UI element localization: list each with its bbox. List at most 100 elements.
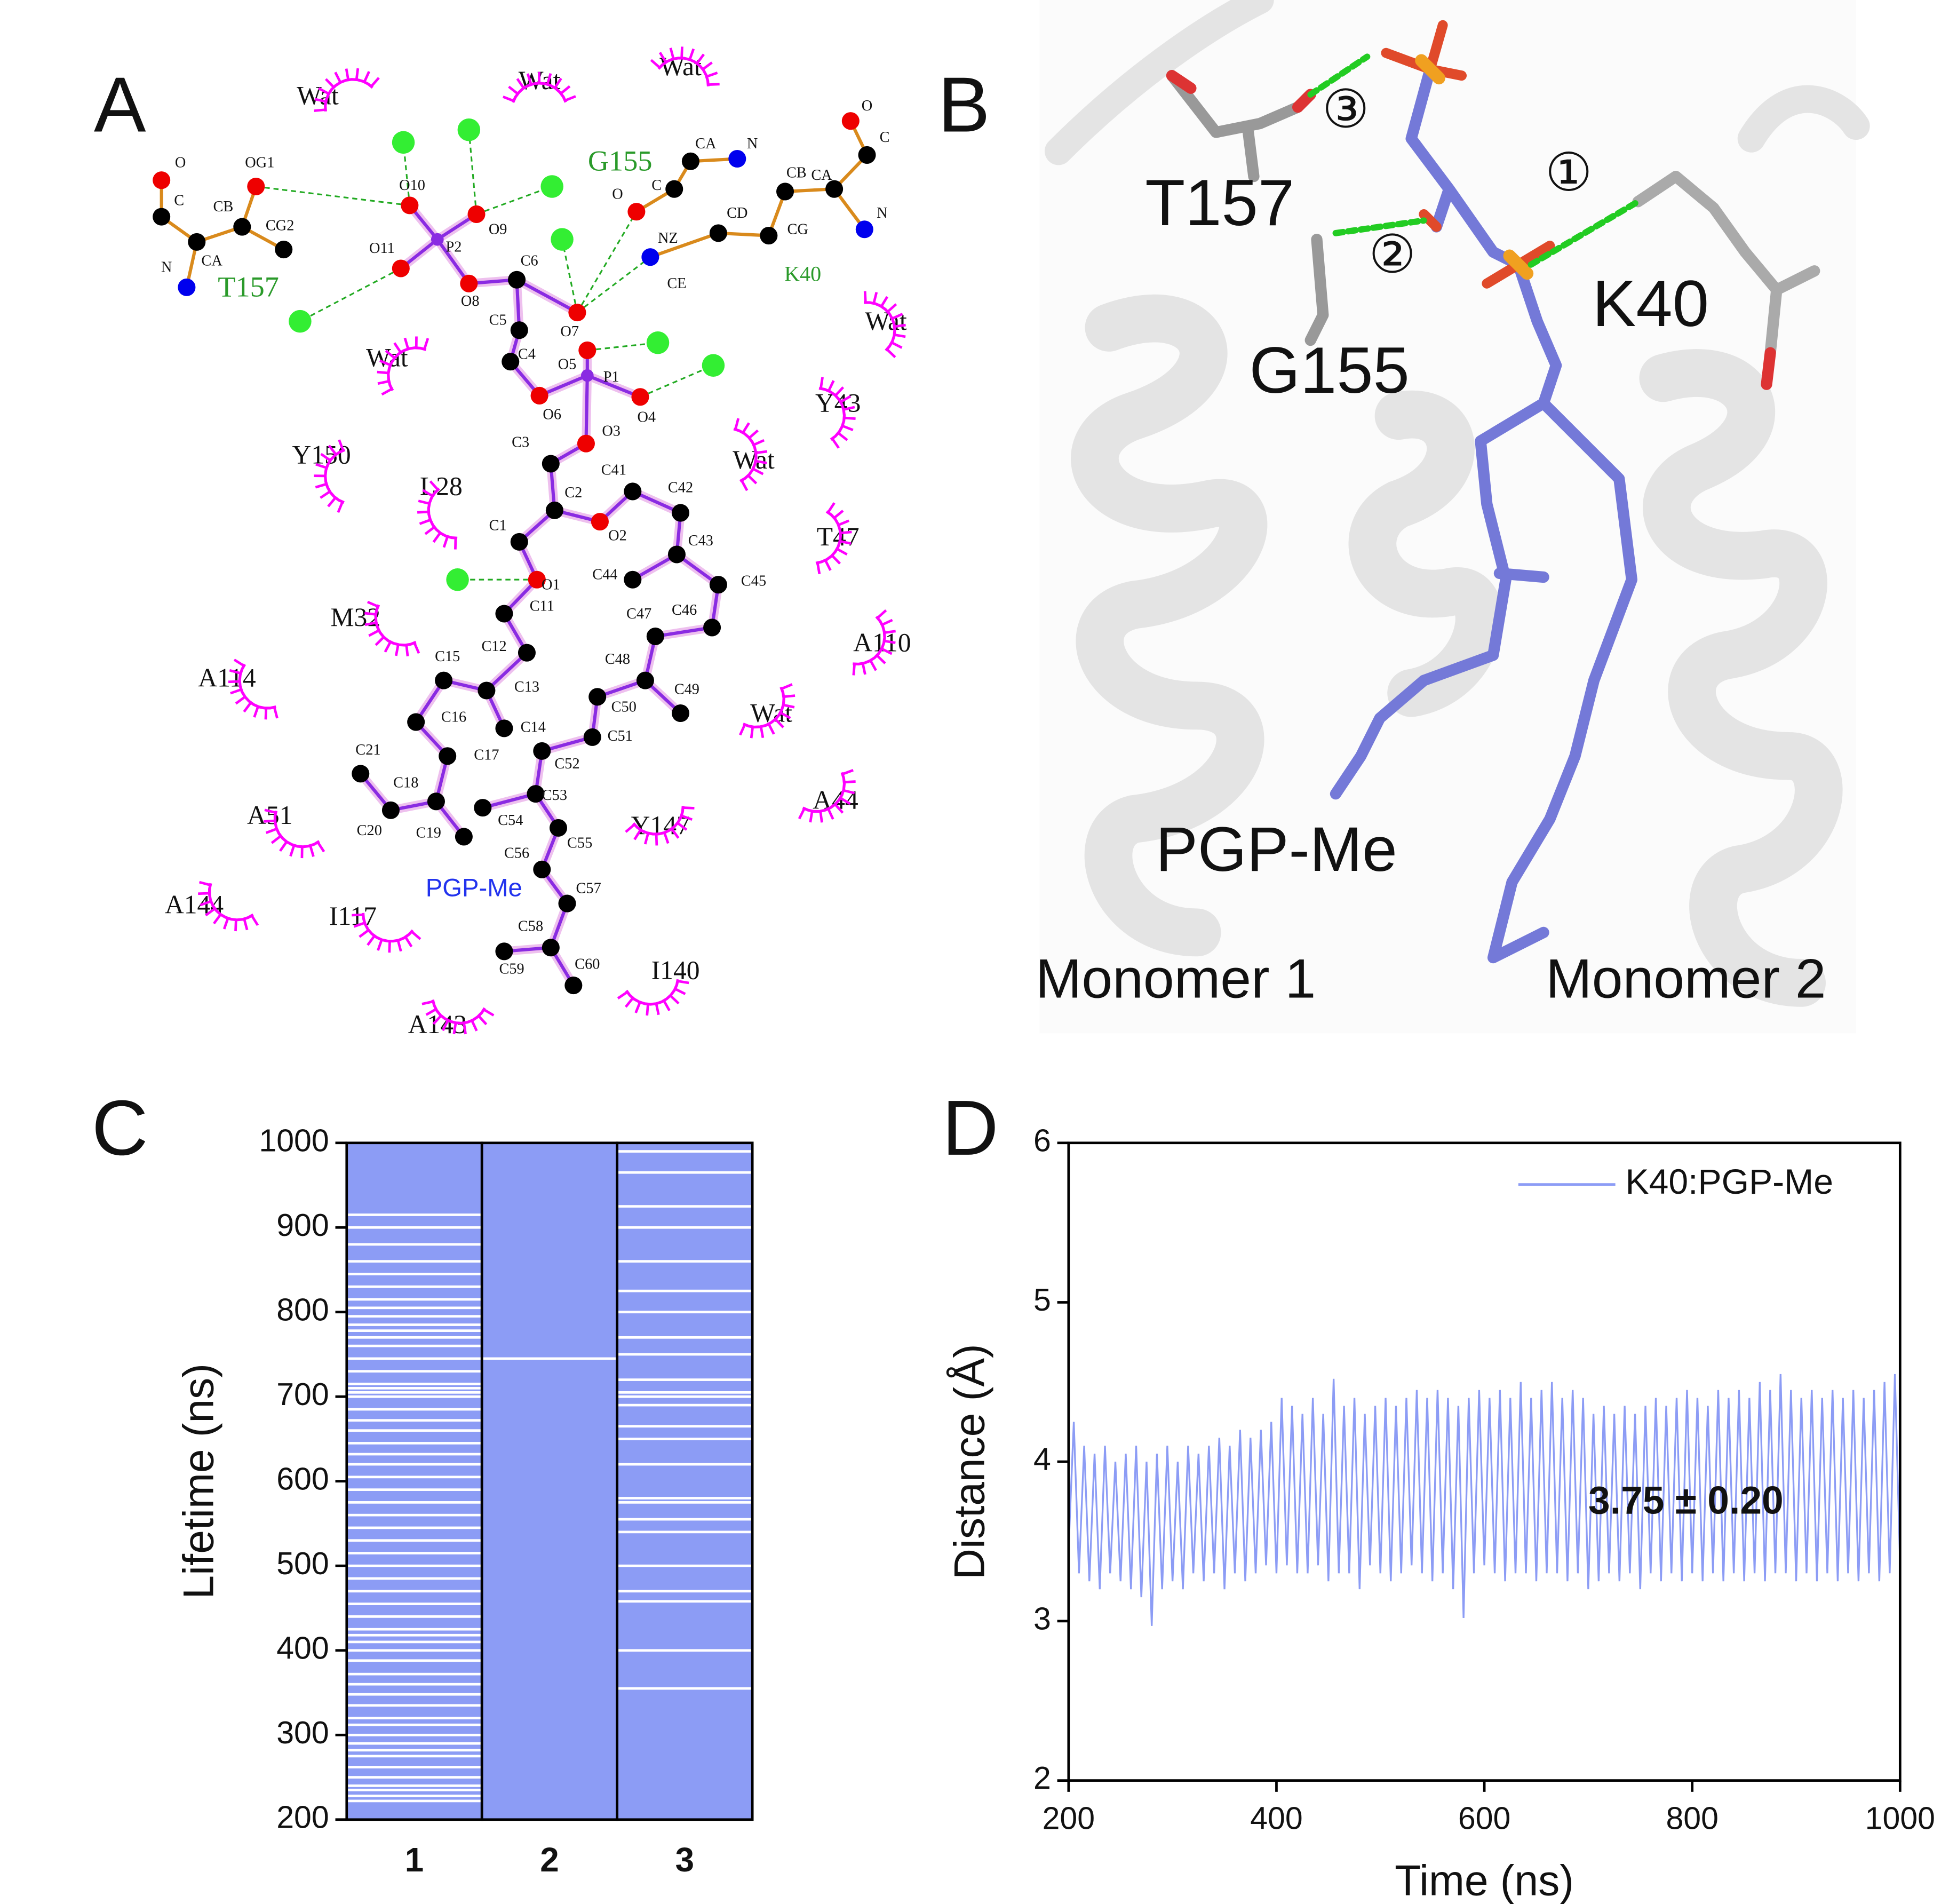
bond <box>655 625 713 638</box>
arc-spoke <box>634 1002 641 1013</box>
arc-spoke <box>643 832 650 845</box>
arc-spoke <box>708 83 720 86</box>
atom-label: N <box>161 259 172 275</box>
atom <box>502 353 520 371</box>
gap-stripe <box>617 1226 753 1229</box>
series-line <box>1068 1374 1901 1626</box>
y-tick-label: 5 <box>1033 1282 1051 1318</box>
gap-stripe <box>346 1628 482 1631</box>
arc-spoke <box>617 991 629 999</box>
gap-stripe <box>346 1419 482 1422</box>
atom <box>624 570 642 589</box>
atom-label: C43 <box>688 533 713 549</box>
atom-label: O2 <box>608 527 627 544</box>
residue-label: M32 <box>330 602 380 632</box>
structure-label: PGP-Me <box>1156 814 1397 885</box>
residue-label: A44 <box>813 786 858 815</box>
gap-stripe <box>346 1329 482 1332</box>
arc-spoke <box>279 841 288 852</box>
arc-spoke <box>334 72 342 83</box>
gap-stripe <box>346 1693 482 1696</box>
arc-spoke <box>403 337 410 350</box>
bar <box>346 1143 482 1820</box>
gap-stripe <box>617 1205 753 1208</box>
y-tick-label: 900 <box>276 1208 329 1243</box>
gap-stripe <box>346 1513 482 1517</box>
atom-label: C19 <box>416 825 441 842</box>
arc-spoke <box>273 707 279 719</box>
arc-spoke <box>741 480 749 491</box>
atom-label: O1 <box>542 577 560 593</box>
atom-label: O11 <box>369 240 395 257</box>
gap-stripe <box>346 1408 482 1411</box>
gap-stripe <box>617 1150 753 1153</box>
gap-stripe <box>346 1243 482 1246</box>
atom-label: NZ <box>658 230 678 247</box>
arc-spoke <box>625 823 635 833</box>
arc-spoke <box>413 642 420 654</box>
atom-label: C44 <box>592 567 617 583</box>
arc-spoke <box>646 1004 649 1016</box>
arc-spoke <box>831 438 840 449</box>
atom <box>474 799 492 817</box>
structure-label: K40 <box>1593 267 1709 340</box>
arc-spoke <box>884 639 896 644</box>
x-axis-label: Time (ns) <box>1395 1857 1574 1904</box>
h-bond <box>256 185 410 207</box>
atom <box>728 150 746 168</box>
atom <box>533 742 551 760</box>
atom <box>407 713 425 731</box>
bond-number: ③ <box>1322 80 1370 139</box>
bond-number: ① <box>1545 143 1593 202</box>
atom <box>578 341 596 359</box>
y-tick-label: 400 <box>276 1630 329 1665</box>
atom-label: C21 <box>355 742 380 758</box>
y-tick-label: 3 <box>1033 1601 1051 1636</box>
gap-stripe <box>346 1213 482 1216</box>
atom-label: C58 <box>518 918 543 934</box>
arc-spoke <box>471 1020 478 1032</box>
atom <box>627 203 646 221</box>
gap-stripe <box>346 1298 482 1301</box>
gap-stripe <box>617 1425 753 1428</box>
arc-spoke <box>877 609 887 619</box>
arc-spoke <box>337 501 344 513</box>
h-bond <box>576 256 651 313</box>
atom <box>427 792 445 811</box>
arc-spoke <box>650 59 661 69</box>
arc-spoke <box>880 296 888 307</box>
gap-stripe <box>482 1357 617 1360</box>
arc-spoke <box>750 726 754 739</box>
arc-spoke <box>838 519 850 526</box>
arc-spoke <box>809 811 814 823</box>
atom <box>542 455 560 473</box>
bond <box>436 238 471 285</box>
atom-label: O <box>862 98 872 114</box>
gap-stripe <box>346 1749 482 1752</box>
gap-stripe <box>346 1429 482 1432</box>
arc-spoke <box>368 629 380 637</box>
atom-label: C12 <box>481 638 506 655</box>
hydrophobic-arc <box>733 427 758 483</box>
arc-spoke <box>396 940 402 952</box>
hydrophobic-arc <box>818 386 846 441</box>
arc-spoke <box>370 77 380 88</box>
helices <box>1044 0 1870 1007</box>
arc-spoke <box>658 52 667 63</box>
arc-spoke <box>852 664 856 676</box>
arc-spoke <box>753 439 765 446</box>
h-bond <box>476 186 553 215</box>
atom <box>495 942 513 961</box>
arc-spoke <box>212 914 222 925</box>
gap-stripe <box>346 1717 482 1719</box>
atom-label: P1 <box>603 369 619 385</box>
atom <box>467 205 486 223</box>
atom-label: C60 <box>575 956 600 972</box>
gap-stripe <box>346 1501 482 1504</box>
gap-stripe <box>617 1530 753 1534</box>
atom <box>776 183 794 201</box>
arc-spoke <box>328 445 337 456</box>
arc-spoke <box>861 663 866 675</box>
atom-label: O4 <box>637 409 656 425</box>
arc-spoke <box>844 416 856 420</box>
